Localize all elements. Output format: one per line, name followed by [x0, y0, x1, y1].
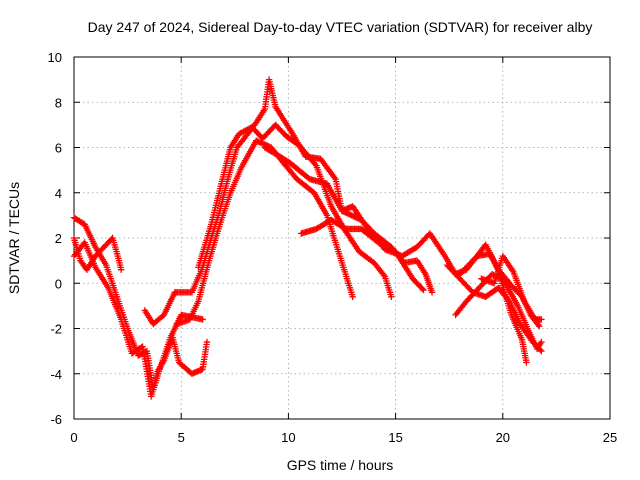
- y-tick-label: 6: [55, 141, 62, 156]
- series-track-9: [443, 261, 545, 355]
- data-series: [70, 76, 545, 400]
- series-track-11: [478, 252, 545, 323]
- grid: [74, 57, 610, 419]
- data-point: [341, 224, 349, 232]
- data-point: [203, 338, 211, 346]
- x-tick-label: 15: [388, 430, 402, 445]
- series-track-12: [456, 250, 545, 353]
- data-point: [199, 316, 206, 323]
- y-tick-label: -6: [50, 412, 62, 427]
- data-point: [349, 293, 356, 301]
- data-point: [535, 321, 542, 328]
- data-point: [538, 316, 545, 323]
- y-tick-label: 8: [55, 95, 62, 110]
- y-tick-label: -2: [50, 322, 62, 337]
- data-point: [388, 293, 395, 301]
- y-axis-label: SDTVAR / TECUs: [6, 182, 22, 294]
- data-point: [420, 286, 427, 294]
- x-tick-label: 5: [178, 430, 185, 445]
- series-track-2: [70, 234, 125, 273]
- data-point: [355, 215, 362, 222]
- data-point: [419, 285, 426, 292]
- data-point: [538, 347, 545, 355]
- data-point: [117, 266, 125, 273]
- x-tick-label: 25: [603, 430, 617, 445]
- x-tick-label: 20: [496, 430, 510, 445]
- data-point: [428, 289, 436, 296]
- chart-title: Day 247 of 2024, Sidereal Day-to-day VTE…: [88, 19, 593, 35]
- y-tick-label: 0: [55, 276, 62, 291]
- series-track-3: [70, 239, 211, 400]
- data-point: [538, 338, 545, 346]
- y-tick-label: 10: [48, 50, 62, 65]
- data-point: [344, 210, 351, 217]
- series-track-10: [452, 271, 530, 366]
- data-point: [536, 323, 543, 330]
- series-track-7: [261, 144, 436, 296]
- x-axis-label: GPS time / hours: [287, 457, 394, 473]
- series-track-8: [298, 216, 427, 294]
- y-tick-label: 4: [55, 186, 62, 201]
- x-tick-label: 10: [281, 430, 295, 445]
- data-point: [523, 359, 530, 366]
- y-tick-label: -4: [50, 367, 62, 382]
- series-track-6: [195, 121, 395, 301]
- y-tick-label: 2: [55, 231, 62, 246]
- x-tick-label: 0: [70, 430, 77, 445]
- axis-ticks: 0 5 10 15 20 25 -6 -4 -2 0 2 4 6 8 10: [48, 50, 618, 445]
- data-point: [349, 212, 357, 220]
